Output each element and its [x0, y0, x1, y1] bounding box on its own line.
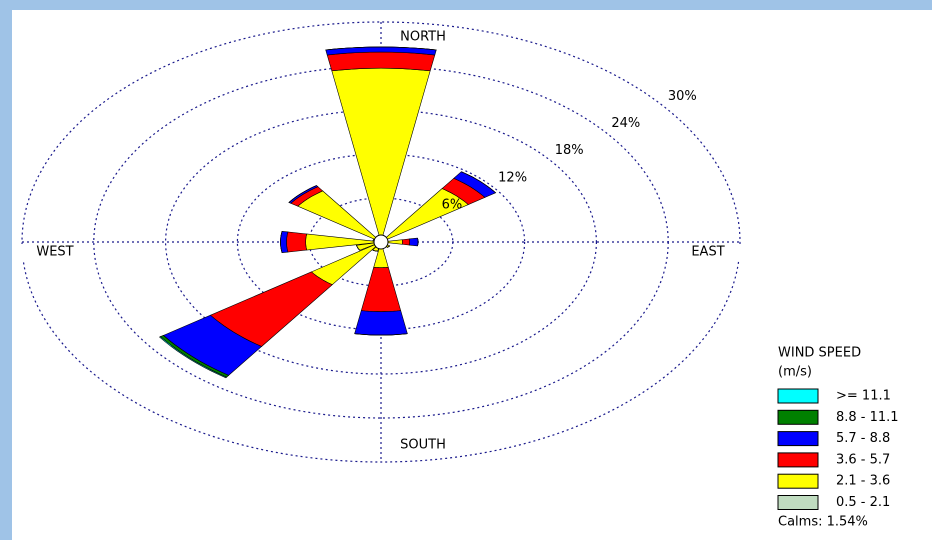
legend-swatch: [777, 388, 819, 404]
ring-label: 24%: [611, 116, 640, 131]
wedge-segment: [354, 310, 408, 336]
direction-label: WEST: [36, 245, 73, 260]
legend-label: 2.1 - 3.6: [836, 474, 890, 489]
wedge-segment: [326, 51, 436, 72]
wedge-segment: [158, 336, 228, 379]
legend-label: 8.8 - 11.1: [836, 410, 899, 425]
grid-ring: [21, 21, 741, 463]
wedge-segment: [288, 185, 317, 203]
wedge-segment: [417, 238, 419, 246]
legend-swatch: [777, 452, 819, 468]
calms-label: Calms: 1.54%: [778, 515, 868, 530]
legend-title: WIND SPEED: [778, 346, 861, 361]
legend-label: 5.7 - 8.8: [836, 431, 890, 446]
wedge-segment: [408, 237, 419, 247]
wedge-segment: [401, 238, 411, 246]
wedge-segment: [356, 245, 361, 251]
grid-ring: [236, 153, 526, 331]
wedge-segment: [280, 230, 289, 254]
legend-label: 3.6 - 5.7: [836, 452, 890, 467]
wedge-segment: [372, 249, 378, 252]
ring-label: 6%: [442, 197, 463, 212]
ring-label: 30%: [668, 89, 697, 104]
wedge-segment: [461, 171, 496, 194]
calms-circle: [373, 234, 389, 250]
legend-swatch: [777, 473, 819, 489]
legend-label: 0.5 - 2.1: [836, 495, 890, 510]
plot-background: [12, 10, 932, 540]
legend-label: >= 11.1: [836, 389, 891, 404]
legend-swatch: [777, 409, 819, 425]
wedge-segment: [387, 245, 391, 248]
wedge-segment: [286, 231, 308, 253]
ring-label: 18%: [555, 143, 584, 158]
wedge-segment: [325, 46, 437, 51]
direction-label-bg: [387, 29, 459, 45]
ring-label: 12%: [498, 170, 527, 185]
direction-label-bg: [387, 437, 459, 453]
direction-label: SOUTH: [400, 438, 446, 453]
direction-label: EAST: [691, 245, 724, 260]
wedge-segment: [354, 333, 408, 336]
direction-label-bg: [19, 244, 91, 260]
legend-swatch: [777, 431, 819, 447]
legend-subtitle: (m/s): [778, 365, 812, 380]
legend-swatch: [777, 495, 819, 510]
wedge-segment: [280, 231, 283, 253]
direction-label-bg: [672, 244, 744, 260]
direction-label: NORTH: [400, 30, 446, 45]
